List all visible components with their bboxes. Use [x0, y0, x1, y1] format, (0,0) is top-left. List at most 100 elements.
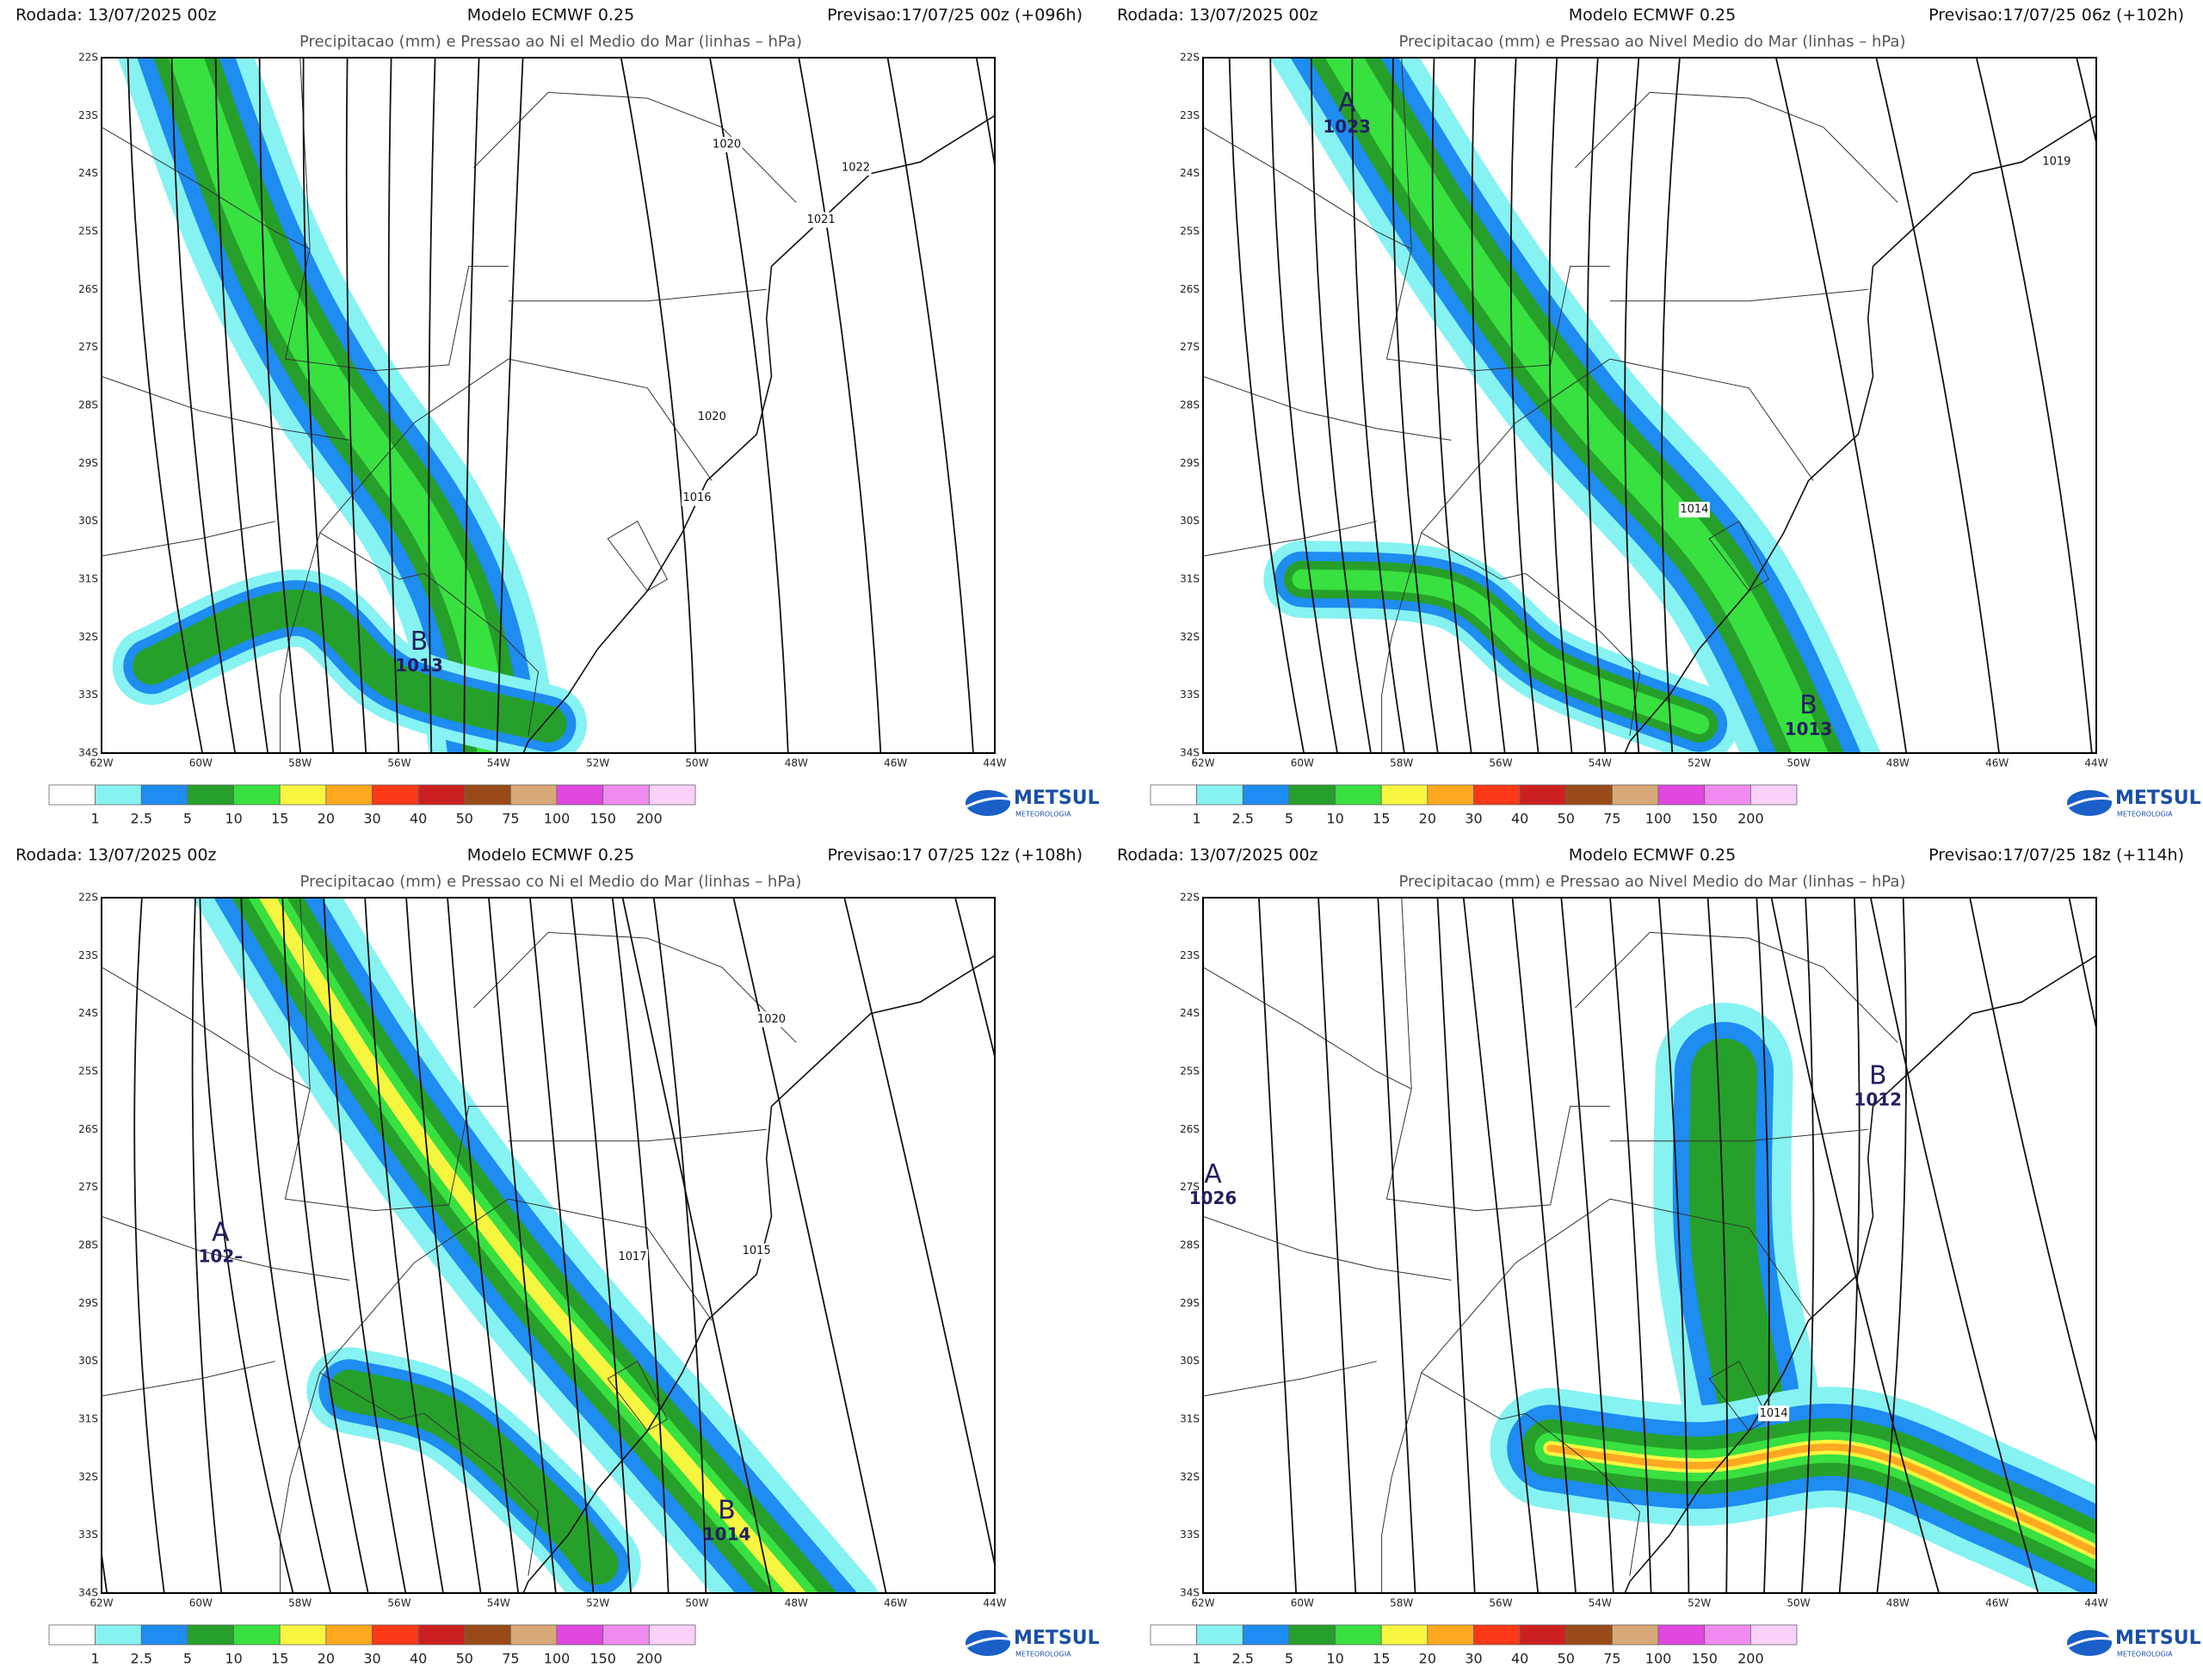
legend-label: 2.5	[1232, 811, 1254, 827]
isobar	[463, 58, 480, 753]
logo-swoosh	[961, 797, 1016, 811]
lat-label: 26S	[1180, 1123, 1200, 1135]
legend-label: 150	[1691, 1651, 1718, 1667]
previsao: Previsao:17/07/25 06z (+102h)	[1928, 6, 2184, 25]
lat-label: 26S	[78, 283, 98, 295]
panel: Rodada: 13/07/2025 00z Modelo ECMWF 0.25 P…	[15, 6, 1100, 827]
isobar	[2068, 898, 2096, 1032]
legend-label: 50	[1558, 1651, 1575, 1667]
lat-label: 22S	[78, 52, 98, 64]
legend-swatch	[1704, 784, 1751, 806]
legend-swatch	[233, 1624, 281, 1646]
pressure-letter: A	[212, 1218, 230, 1248]
map-frame	[101, 57, 996, 754]
legend-swatch	[1150, 784, 1198, 806]
rodada: Rodada: 13/07/2025 00z	[1117, 6, 1318, 25]
legend-swatch	[1427, 784, 1474, 806]
legend-swatch	[602, 784, 650, 806]
logo-name: METSUL	[2115, 788, 2201, 809]
map-layer	[102, 58, 995, 753]
isobar	[570, 898, 632, 1593]
legend-label: 10	[1326, 811, 1343, 827]
isobar-label: 1021	[807, 213, 836, 226]
lat-label: 25S	[1180, 1065, 1200, 1078]
legend-swatch	[48, 784, 96, 806]
previsao: Previsao:17/07/25 00z (+096h)	[827, 6, 1083, 25]
coastline	[1624, 114, 2096, 753]
isobar-label: 1019	[2042, 156, 2070, 169]
legend-label: 2.5	[1232, 1651, 1254, 1667]
pressure-letter: B	[410, 627, 429, 657]
lat-label: 33S	[78, 689, 98, 701]
logo-name: METSUL	[1014, 788, 1100, 809]
logo-sub: METEOROLOGIA	[2117, 811, 2173, 818]
lon-label: 44W	[2084, 757, 2107, 769]
legend-swatch	[1519, 1624, 1567, 1646]
isobar	[1756, 898, 1770, 1593]
isobar	[1392, 58, 1439, 753]
lon-label: 50W	[1786, 757, 1810, 769]
lat-label: 30S	[1180, 515, 1200, 527]
legend-swatch	[556, 784, 604, 806]
isobar	[1706, 898, 1729, 1593]
lat-label: 22S	[1180, 892, 1200, 904]
lon-label: 48W	[785, 1597, 808, 1609]
lon-label: 44W	[983, 757, 1006, 769]
lon-label: 50W	[685, 1597, 708, 1609]
lat-label: 30S	[78, 1355, 98, 1367]
lon-label: 46W	[884, 757, 907, 769]
logo-sub: METEOROLOGIA	[1015, 1651, 1071, 1658]
pressure-value: 102–	[199, 1246, 244, 1267]
legend-label: 10	[225, 1651, 242, 1667]
lat-label: 27S	[1180, 341, 1200, 353]
lat-label: 25S	[1180, 225, 1200, 238]
pressure-value: 1013	[1785, 719, 1833, 739]
legend-label: 20	[1419, 1651, 1436, 1667]
isobar	[345, 58, 367, 753]
map-frame	[101, 897, 996, 1594]
border	[607, 1361, 669, 1431]
isobar	[1969, 898, 2096, 1446]
rodada: Rodada: 13/07/2025 00z	[1117, 846, 1318, 865]
border	[319, 532, 540, 736]
isobar	[1462, 898, 1540, 1593]
legend-swatch	[1657, 784, 1706, 806]
legend-swatch	[1565, 784, 1613, 806]
isobar-label-bg	[617, 1249, 649, 1265]
isobar	[240, 898, 332, 1593]
map-layer	[1203, 898, 2096, 1593]
isobar	[1657, 898, 1690, 1593]
lon-label: 48W	[1886, 757, 1910, 769]
border	[1575, 931, 1898, 1043]
border	[508, 358, 713, 481]
legend-label: 5	[183, 1651, 192, 1667]
isobar	[1511, 898, 1577, 1593]
isobar	[387, 58, 400, 753]
legend-label: 200	[1737, 811, 1764, 827]
lon-label: 60W	[189, 757, 213, 769]
legend-swatch	[1612, 1624, 1659, 1646]
lat-label: 27S	[1180, 1181, 1200, 1193]
isobar	[732, 898, 887, 1593]
lat-label: 32S	[1180, 631, 1200, 643]
border	[1609, 358, 1814, 481]
modelo: Modelo ECMWF 0.25	[1569, 846, 1736, 865]
border	[1708, 1361, 1770, 1431]
lon-label: 52W	[1688, 757, 1711, 769]
legend-label: 5	[1285, 1651, 1293, 1667]
map-layer	[102, 898, 995, 1593]
legend-label: 1	[91, 811, 100, 827]
legend-label: 15	[1373, 811, 1390, 827]
lat-label: 25S	[78, 1065, 98, 1078]
subtitle: Precipitacao (mm) e Pressao ao Ni el Med…	[299, 33, 802, 51]
rodada: Rodada: 13/07/2025 00z	[15, 846, 217, 865]
legend-label: 150	[589, 1651, 616, 1667]
lon-label: 58W	[1390, 1597, 1413, 1609]
lon-label: 60W	[189, 1597, 213, 1609]
legend-swatch	[1519, 784, 1567, 806]
isobar	[621, 898, 773, 1593]
lon-label: 60W	[1291, 1597, 1314, 1609]
lat-label: 29S	[78, 1297, 98, 1309]
lat-label: 31S	[1180, 573, 1200, 585]
isobar	[1509, 58, 1540, 753]
